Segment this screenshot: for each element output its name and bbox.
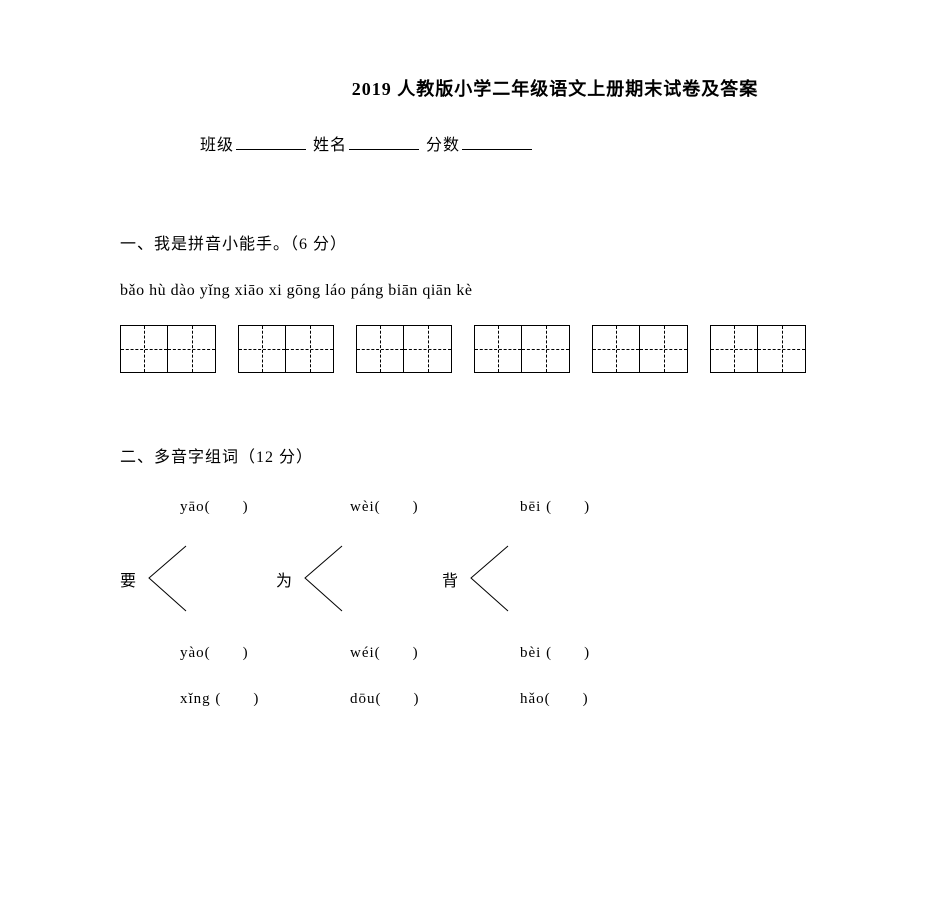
angle-bracket-icon [463,541,513,616]
q2-item[interactable]: wèi( ) [350,495,520,516]
name-blank[interactable] [349,149,419,150]
q2-item[interactable]: xǐng ( ) [180,687,350,708]
score-blank[interactable] [462,149,532,150]
class-blank[interactable] [236,149,306,150]
q2-row-1: yāo( ) wèi( ) bēi ( ) [180,495,825,516]
bracket-group: 背 [442,541,513,616]
tianzi-pair[interactable] [120,325,216,373]
q2-item[interactable]: yào( ) [180,641,350,662]
page-title: 2019 人教版小学二年级语文上册期末试卷及答案 [285,75,825,101]
bracket-group: 为 [276,541,347,616]
angle-bracket-icon [141,541,191,616]
tianzi-pair[interactable] [592,325,688,373]
bracket-group: 要 [120,541,191,616]
score-label: 分数 [426,137,460,154]
tianzi-pair[interactable] [710,325,806,373]
student-info-row: 班级 姓名 分数 [200,131,825,155]
angle-bracket-icon [297,541,347,616]
q2-row-3: xǐng ( ) dōu( ) hǎo( ) [180,687,825,708]
tianzi-grid-row [120,325,825,373]
q2-bracket-row: 要 为 背 [120,541,825,616]
q2-row-2: yào( ) wéi( ) bèi ( ) [180,641,825,662]
name-label: 姓名 [313,137,347,154]
q2-item[interactable]: bēi ( ) [520,495,590,516]
q2-item[interactable]: dōu( ) [350,687,520,708]
section-1-heading: 一、我是拼音小能手。（6 分） [120,230,825,254]
tianzi-pair[interactable] [356,325,452,373]
section-1-pinyin: bǎo hù dào yǐng xiāo xi gōng láo páng bi… [120,282,825,300]
class-label: 班级 [200,137,234,154]
q2-item[interactable]: wéi( ) [350,641,520,662]
polyphone-char: 背 [442,567,458,591]
q2-item[interactable]: yāo( ) [180,495,350,516]
polyphone-char: 要 [120,567,136,591]
tianzi-pair[interactable] [238,325,334,373]
section-2-heading: 二、多音字组词（12 分） [120,443,825,467]
q2-item[interactable]: bèi ( ) [520,641,590,662]
tianzi-pair[interactable] [474,325,570,373]
polyphone-char: 为 [276,567,292,591]
q2-item[interactable]: hǎo( ) [520,687,589,708]
